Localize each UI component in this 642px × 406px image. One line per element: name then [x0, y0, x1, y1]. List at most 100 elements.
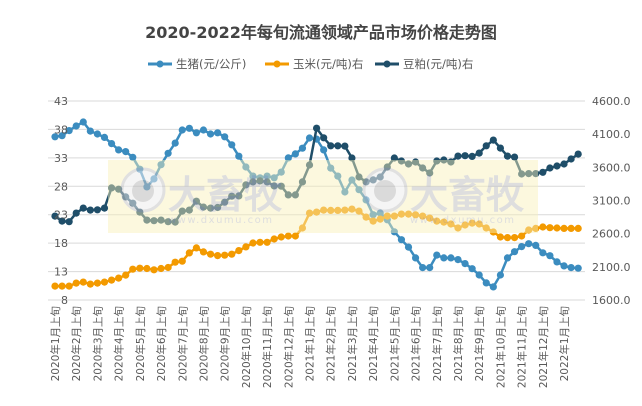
data-point [185, 124, 193, 132]
data-point [79, 118, 87, 126]
data-point [489, 228, 497, 236]
data-point [256, 177, 264, 185]
data-point [143, 216, 151, 224]
legend-label: 豆粕(元/吨)右 [403, 57, 473, 71]
data-point [532, 170, 540, 178]
data-point [164, 149, 172, 157]
data-point [376, 215, 384, 223]
data-point [72, 122, 80, 130]
data-point [291, 191, 299, 199]
data-point [525, 226, 533, 234]
data-point [461, 152, 469, 160]
data-point [157, 161, 165, 169]
data-point [341, 188, 349, 196]
data-point [100, 133, 109, 141]
data-point [93, 206, 102, 214]
watermark-pupil-icon [374, 180, 396, 202]
data-point [100, 204, 109, 212]
legend-label: 生猪(元/公斤) [176, 57, 246, 71]
data-point [475, 149, 483, 157]
right-tick-label: 2600.0 [592, 228, 631, 241]
data-point [51, 133, 59, 141]
data-point [482, 224, 490, 232]
x-tick-label: 2021年3月上旬 [346, 306, 359, 381]
data-point [532, 241, 540, 249]
data-point [270, 174, 278, 182]
data-point [574, 264, 582, 272]
data-point [65, 282, 73, 290]
data-point [574, 224, 582, 232]
data-point [546, 164, 554, 172]
data-point [298, 178, 307, 186]
data-point [86, 280, 94, 288]
data-point [503, 234, 512, 242]
data-point [86, 206, 94, 214]
right-tick-label: 3600.0 [592, 161, 631, 174]
data-point [518, 243, 526, 251]
data-point [419, 164, 427, 172]
legend-item: 生猪(元/公斤) [148, 57, 246, 71]
data-point [312, 208, 321, 216]
data-point [327, 206, 335, 214]
data-point [397, 236, 406, 244]
x-tick-label: 2022年1月上旬 [558, 306, 571, 381]
data-point [221, 133, 229, 141]
data-point [86, 127, 94, 135]
data-point [298, 144, 307, 152]
data-point [397, 210, 406, 218]
data-point [192, 244, 200, 252]
x-tick-label: 2020年4月上旬 [113, 306, 126, 381]
data-point [199, 248, 208, 256]
data-point [228, 141, 236, 149]
x-tick-label: 2021年6月上旬 [410, 306, 423, 381]
data-point [157, 264, 165, 273]
data-point [305, 134, 314, 142]
data-point [503, 152, 512, 160]
data-point [411, 254, 420, 262]
data-point [93, 279, 102, 287]
data-point [277, 168, 285, 176]
data-point [539, 249, 547, 257]
data-point [178, 207, 186, 215]
x-tick-label: 2020年6月上旬 [155, 306, 168, 381]
data-point [419, 212, 427, 220]
data-point [270, 182, 278, 190]
data-point [468, 265, 476, 273]
data-point [150, 217, 158, 225]
data-point [560, 160, 568, 168]
data-point [546, 224, 554, 232]
data-point [334, 206, 342, 214]
data-point [539, 223, 547, 231]
data-point [560, 262, 568, 270]
data-point [192, 129, 200, 137]
data-point [51, 282, 59, 290]
chart-title: 2020-2022年每旬流通领域产品市场价格走势图 [145, 23, 497, 42]
data-point [433, 217, 441, 225]
left-tick-label: 43 [54, 95, 68, 108]
data-point [249, 239, 257, 247]
data-point [305, 161, 314, 169]
data-point [567, 224, 575, 232]
data-point [221, 198, 229, 206]
data-point [348, 176, 356, 184]
data-point [51, 212, 59, 220]
legend-marker [156, 60, 164, 68]
data-point [327, 164, 335, 172]
data-point [503, 254, 512, 262]
right-tick-label: 4100.0 [592, 128, 631, 141]
data-point [284, 232, 292, 240]
x-tick-label: 2021年9月上旬 [473, 306, 486, 381]
x-tick-label: 2020年2月上旬 [70, 306, 83, 381]
left-tick-label: 38 [54, 123, 68, 136]
legend-item: 豆粕(元/吨)右 [375, 57, 473, 71]
right-tick-label: 2100.0 [592, 261, 631, 274]
data-point [129, 153, 137, 161]
data-point [468, 152, 476, 160]
data-point [171, 258, 179, 266]
data-point [454, 152, 462, 160]
data-point [214, 129, 222, 137]
data-point [447, 158, 455, 166]
data-point [242, 181, 250, 189]
